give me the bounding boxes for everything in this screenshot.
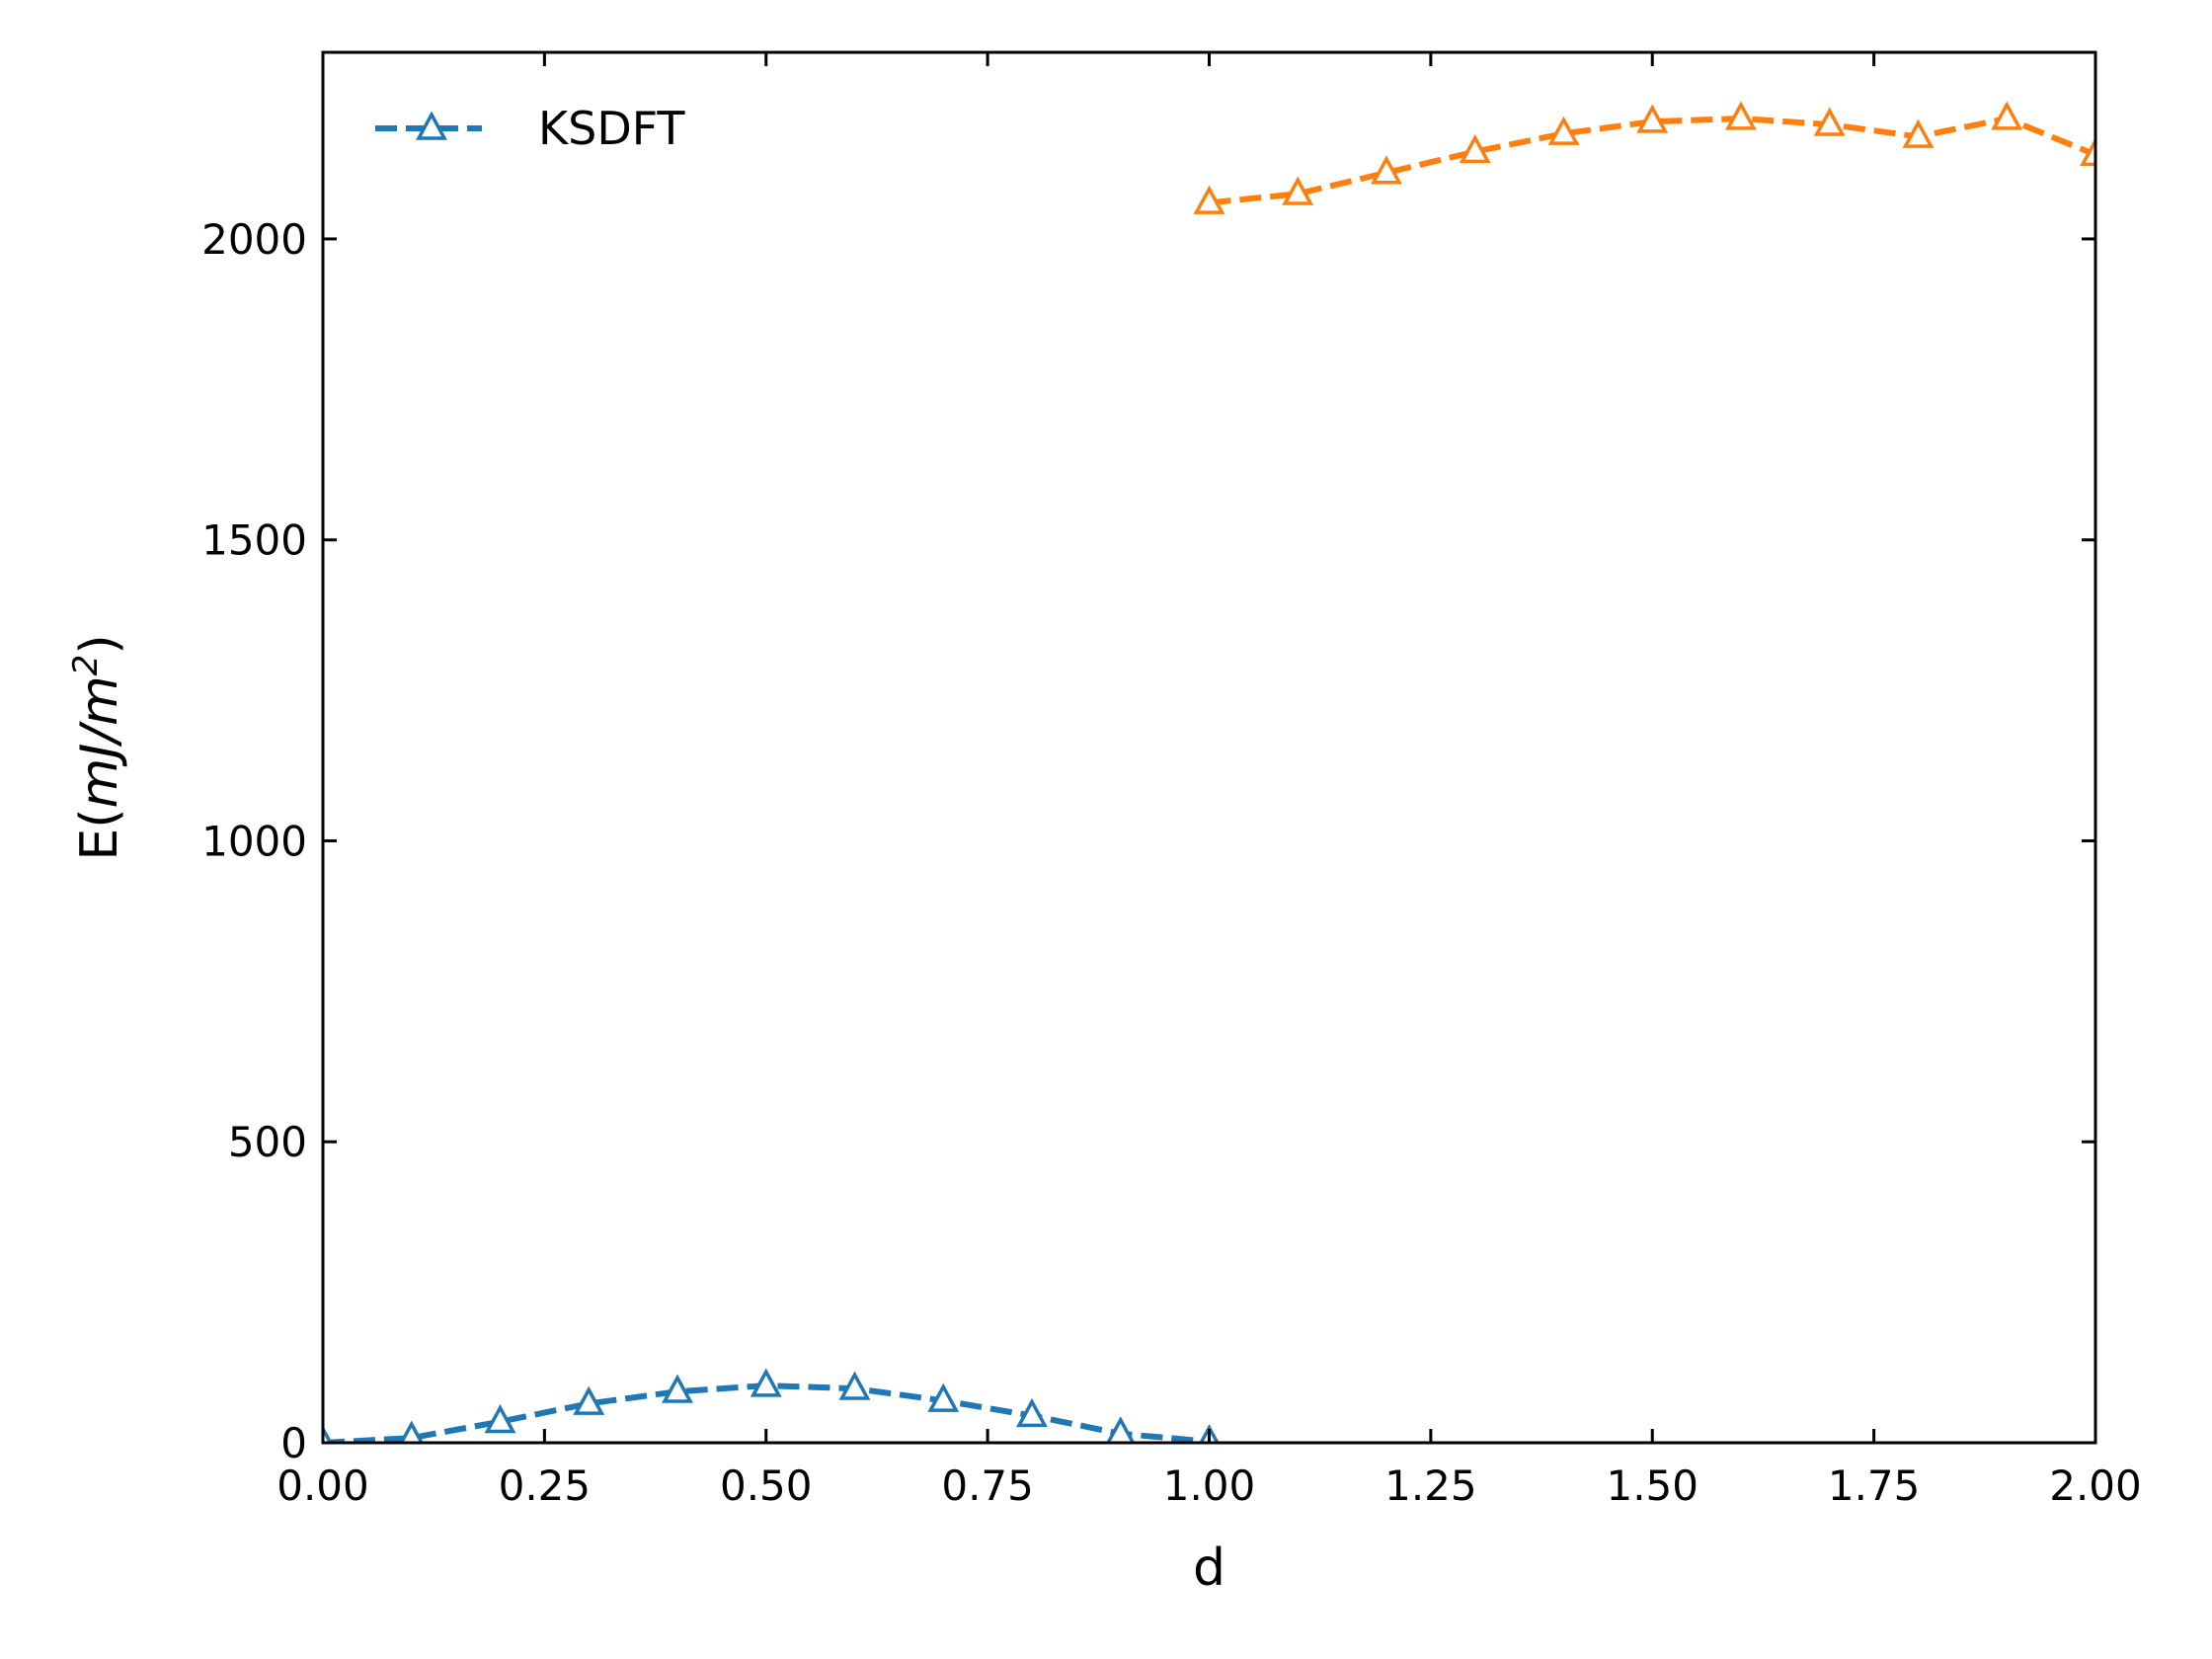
series-1-marker	[1902, 118, 1935, 148]
series-0-marker	[662, 1374, 693, 1403]
legend: KSDFT	[375, 102, 685, 155]
series-0-marker	[323, 1425, 333, 1443]
ticks-layer: 0.00 0.25 0.50 0.75 1.00 1.25 1.50 1.75 2.00 0 500…	[201, 52, 2142, 1510]
x-axis-label: d	[1193, 1539, 1225, 1598]
series-1-marker	[1282, 176, 1314, 205]
series-0-marker	[484, 1404, 516, 1434]
y-tick-label: 1000	[201, 817, 307, 865]
y-axis-label: E(mJ/m2)	[66, 634, 129, 860]
series-1-marker	[1459, 133, 1491, 164]
series-line-1	[1209, 116, 2095, 206]
x-tick-label: 1.00	[1163, 1462, 1256, 1510]
series-0-marker	[838, 1371, 871, 1400]
y-tick-label: 2000	[201, 215, 307, 264]
y-axis-label-unit: mJ/m	[70, 675, 129, 808]
y-tick-label: 1500	[201, 516, 307, 565]
y-tick-label: 500	[228, 1118, 307, 1166]
x-tick-label: 2.00	[2049, 1462, 2142, 1510]
y-axis-label-suffix: )	[70, 634, 129, 654]
x-tick-label: 1.75	[1828, 1462, 1921, 1510]
series-0-marker	[573, 1385, 605, 1415]
series-layer	[323, 101, 2095, 1443]
x-tick-label: 1.25	[1384, 1462, 1477, 1510]
series-1-marker	[1813, 107, 1846, 136]
series-0-marker	[750, 1368, 782, 1397]
x-tick-label: 0.25	[499, 1462, 592, 1510]
series-1-marker	[1636, 104, 1669, 133]
y-axis-label-exponent: 2	[66, 655, 106, 676]
series-1-marker	[1725, 101, 1757, 130]
legend-marker	[416, 111, 447, 140]
series-1-marker	[1193, 185, 1225, 214]
x-tick-label: 0.00	[276, 1462, 369, 1510]
series-0-marker	[1106, 1416, 1136, 1443]
series-1-marker	[1547, 116, 1580, 145]
series-0-marker	[927, 1382, 960, 1412]
y-axis-label-prefix: E(	[70, 808, 129, 860]
series-1-marker	[2080, 136, 2095, 167]
x-tick-label: 0.50	[720, 1462, 813, 1510]
legend-label-ksdft: KSDFT	[538, 102, 685, 155]
series-0-marker	[1016, 1397, 1048, 1428]
x-tick-label: 0.75	[941, 1462, 1034, 1510]
series-1-marker	[1991, 101, 2023, 130]
series-0-marker	[399, 1420, 425, 1443]
series-1-marker	[1371, 155, 1402, 185]
x-tick-label: 1.50	[1606, 1462, 1698, 1510]
y-tick-label: 0	[280, 1419, 307, 1467]
